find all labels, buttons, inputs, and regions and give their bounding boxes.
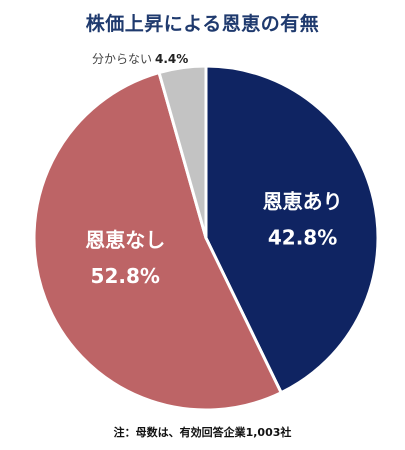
slice-label-ari-value: 42.8%	[268, 226, 337, 250]
pie-labels: 恩恵あり 42.8% 恩恵なし 52.8% 分からない 4.4%	[85, 52, 342, 288]
slice-label-ari-name: 恩恵あり	[263, 190, 343, 214]
pie-slices	[32, 64, 380, 412]
slice-label-nashi-name: 恩恵なし	[85, 228, 165, 252]
pie-slice-ari	[204, 64, 380, 395]
chart-title: 株価上昇による恩恵の有無	[85, 13, 320, 35]
slice-label-nashi-value: 52.8%	[91, 264, 160, 288]
pie-slice-nashi	[32, 71, 283, 412]
pie-slice-unknown	[157, 64, 208, 240]
footnote: 注：母数は、有効回答企業1,003社	[113, 426, 292, 439]
slice-label-unknown-value: 4.4%	[155, 52, 188, 66]
slice-label-unknown-name: 分からない	[92, 52, 152, 66]
